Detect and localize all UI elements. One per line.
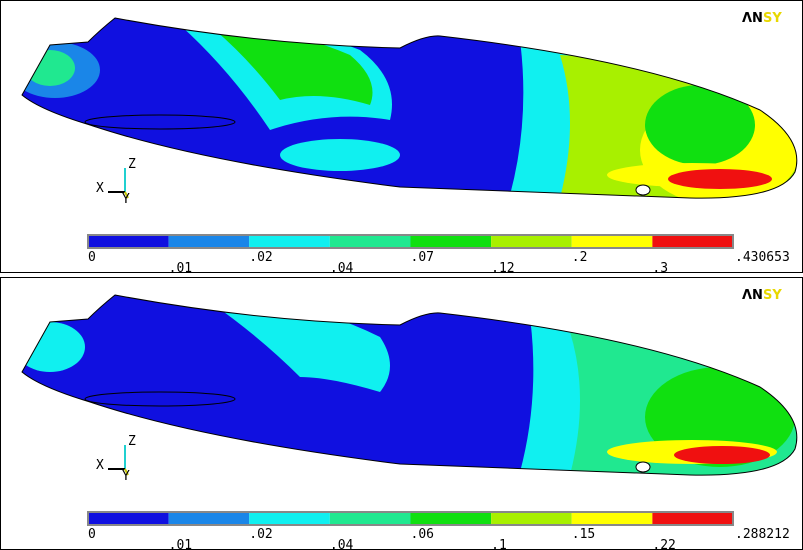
logo: ΛNSY (742, 11, 782, 26)
legend-swatch (330, 512, 411, 525)
logo: ΛNSY (742, 288, 782, 303)
contour-band (674, 446, 770, 464)
contour-band (668, 169, 772, 189)
logo-left: ΛN (742, 288, 763, 303)
legend-label: 0 (88, 250, 96, 265)
legend-swatch (249, 235, 330, 248)
legend-label: .2 (572, 250, 588, 265)
triad-label: Y (122, 192, 130, 207)
legend-label: .12 (491, 261, 514, 276)
legend-label: .430653 (735, 250, 790, 265)
legend-label: .01 (169, 261, 192, 276)
logo-left: ΛN (742, 11, 763, 26)
hole (636, 185, 650, 195)
legend-swatch (169, 512, 250, 525)
contour-band (280, 139, 400, 171)
legend-label: .06 (411, 527, 434, 542)
logo-right: SY (763, 11, 782, 26)
legend-swatch (411, 512, 492, 525)
legend-label: .1 (491, 538, 507, 550)
legend-label: .3 (652, 261, 668, 276)
legend-swatch (491, 235, 572, 248)
triad-label: Y (122, 469, 130, 484)
legend-swatch (572, 235, 653, 248)
legend-label: .22 (652, 538, 675, 550)
legend-swatch (88, 512, 169, 525)
legend-label: .15 (572, 527, 595, 542)
legend-swatch (652, 235, 733, 248)
logo-right: SY (763, 288, 782, 303)
screenshot: ΛNSYZXY0.01.02.04.07.12.2.3.430653ΛNSYZX… (0, 0, 803, 550)
panel: ΛNSY Z X Y 0 .01 .02 .04 .07 .12 .2 .3 .430653 (1, 1, 803, 277)
triad-label: X (96, 181, 104, 196)
legend-label: .01 (169, 538, 192, 550)
legend-label: .04 (330, 261, 354, 276)
legend-label: .02 (249, 250, 272, 265)
hole (636, 462, 650, 472)
legend-swatch (169, 235, 250, 248)
panel: ΛNSY Z X Y 0 .01 .02 .04 .06 .1 .15 .22 .288212 (1, 278, 803, 550)
legend-label: .288212 (735, 527, 790, 542)
legend-swatch (652, 512, 733, 525)
legend-label: .02 (249, 527, 272, 542)
legend-swatch (411, 235, 492, 248)
legend-swatch (330, 235, 411, 248)
legend-swatch (572, 512, 653, 525)
legend-swatch (88, 235, 169, 248)
triad-label: Z (128, 434, 136, 449)
legend-label: 0 (88, 527, 96, 542)
triad-label: X (96, 458, 104, 473)
legend-label: .04 (330, 538, 354, 550)
legend-label: .07 (411, 250, 434, 265)
triad-label: Z (128, 157, 136, 172)
legend-swatch (249, 512, 330, 525)
legend-swatch (491, 512, 572, 525)
